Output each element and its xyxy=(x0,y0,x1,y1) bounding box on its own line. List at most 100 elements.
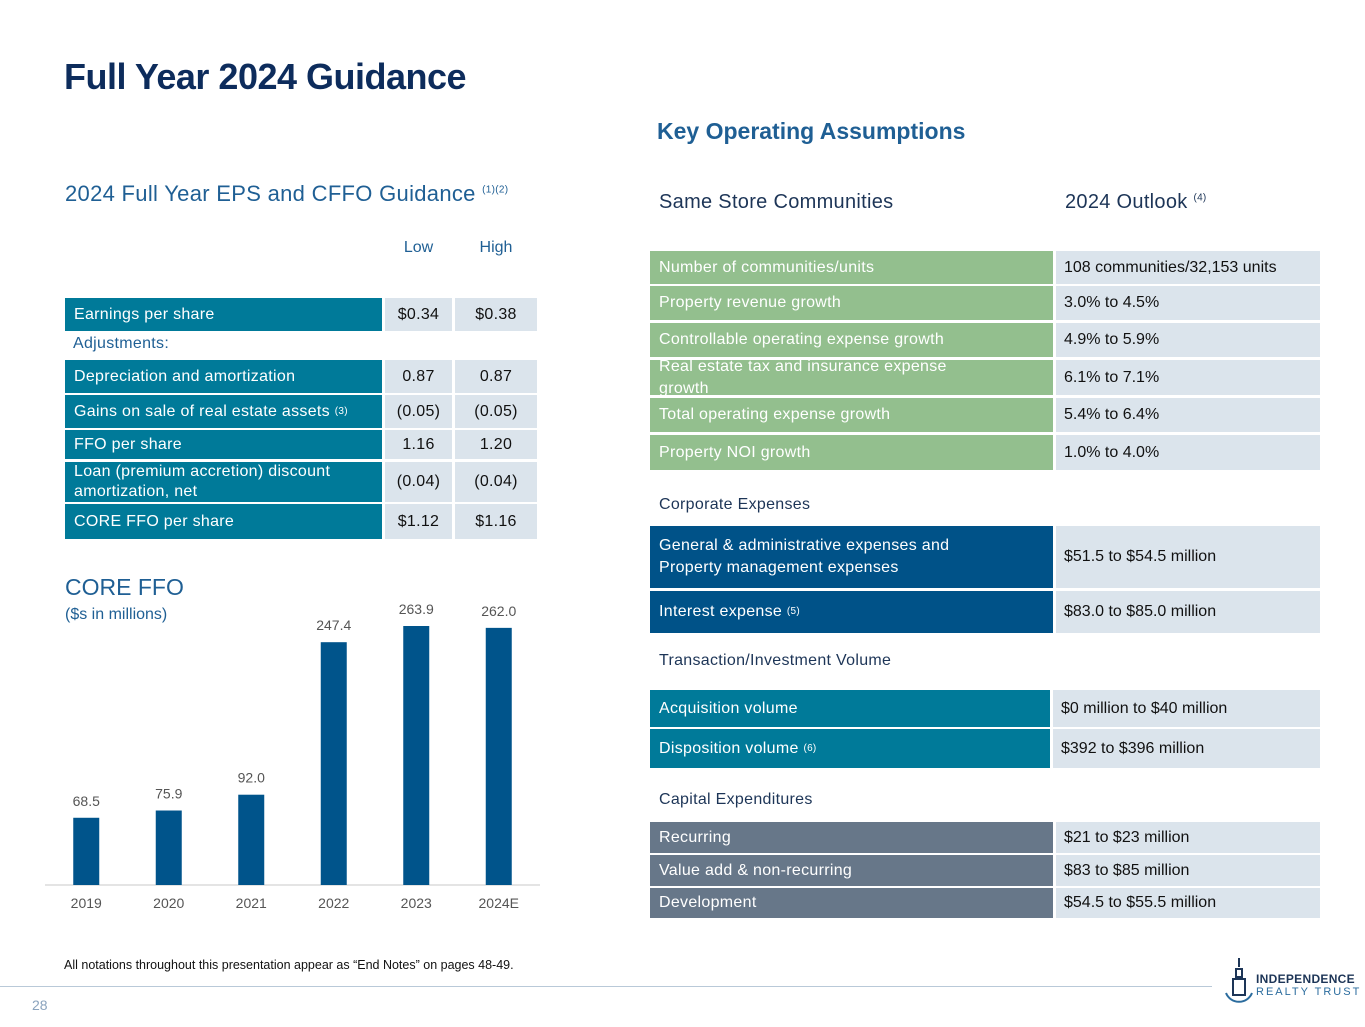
row-value: 3.0% to 4.5% xyxy=(1056,286,1320,320)
row-value: $0 million to $40 million xyxy=(1053,690,1320,727)
row-note: (3) xyxy=(334,405,348,417)
footer-rule xyxy=(0,986,1212,987)
row-label: Property NOI growth xyxy=(650,435,1053,470)
x-tick-label: 2019 xyxy=(71,895,102,911)
low-value: (0.04) xyxy=(385,462,452,502)
eps-heading-text: 2024 Full Year EPS and CFFO Guidance xyxy=(65,181,476,206)
row-label: Gains on sale of real estate assets (3) xyxy=(65,395,382,428)
row-label-text: Depreciation and amortization xyxy=(74,367,296,385)
row-label: General & administrative expenses and Pr… xyxy=(650,526,1053,588)
row-label-text: Loan (premium accretion) discount amorti… xyxy=(74,463,331,500)
row-label: Value add & non-recurring xyxy=(650,855,1053,886)
section-heading: Transaction/Investment Volume xyxy=(659,652,892,669)
value-label: 263.9 xyxy=(399,601,434,617)
row-label: Total operating expense growth xyxy=(650,398,1053,432)
bar xyxy=(320,642,347,885)
col1-header: Same Store Communities xyxy=(659,191,894,213)
row-label: Disposition volume (6) xyxy=(650,729,1050,768)
col2-header-note: (4) xyxy=(1193,192,1207,204)
x-tick-label: 2024E xyxy=(479,895,519,911)
row-label-text: Disposition volume xyxy=(659,739,799,757)
value-label: 75.9 xyxy=(155,786,182,802)
row-value: $54.5 to $55.5 million xyxy=(1056,888,1320,918)
col-header: High xyxy=(479,239,513,256)
x-tick-label: 2020 xyxy=(153,895,184,911)
bar xyxy=(485,627,512,885)
high-value: (0.04) xyxy=(455,462,537,502)
row-label: Real estate tax and insurance expense gr… xyxy=(650,358,1053,397)
chart-subtitle: ($s in millions) xyxy=(65,606,168,623)
col2-header-text: 2024 Outlook xyxy=(1065,191,1188,213)
row-label-text: Acquisition volume xyxy=(659,699,798,717)
low-value: (0.05) xyxy=(385,395,452,428)
row-label: CORE FFO per share xyxy=(65,504,382,539)
row-label-text: Interest expense xyxy=(659,603,783,620)
row-value: $51.5 to $54.5 million xyxy=(1056,526,1320,588)
high-value: 0.87 xyxy=(455,360,537,393)
logo-mark xyxy=(1225,958,1253,1003)
row-value: $21 to $23 million xyxy=(1056,822,1320,853)
section-heading: Capital Expenditures xyxy=(659,791,813,808)
page-number: 28 xyxy=(32,997,48,1013)
col-header: Low xyxy=(403,239,434,256)
row-value: $83.0 to $85.0 million xyxy=(1056,591,1320,633)
low-value: $1.12 xyxy=(385,504,452,539)
bar xyxy=(73,817,100,885)
row-label-text: FFO per share xyxy=(74,435,182,453)
row-label: Number of communities/units xyxy=(650,251,1053,284)
row-value: 6.1% to 7.1% xyxy=(1056,360,1320,395)
value-label: 92.0 xyxy=(238,770,265,786)
row-label: Recurring xyxy=(650,822,1053,853)
eps-heading: 2024 Full Year EPS and CFFO Guidance (1)… xyxy=(65,181,508,207)
row-label-text: Number of communities/units xyxy=(659,258,875,276)
slide-title: Full Year 2024 Guidance xyxy=(64,56,467,97)
value-label: 262.0 xyxy=(481,603,516,619)
value-label: 68.5 xyxy=(73,793,100,809)
row-label-text: General & administrative expenses and Pr… xyxy=(659,537,950,576)
row-label-text: Development xyxy=(659,894,757,911)
row-label-text: Real estate tax and insurance expense gr… xyxy=(659,357,947,397)
row-label-text: Property NOI growth xyxy=(659,443,811,461)
row-label: Acquisition volume xyxy=(650,690,1050,727)
row-label: FFO per share xyxy=(65,430,382,459)
chart-title: CORE FFO xyxy=(65,574,184,600)
row-value: 5.4% to 6.4% xyxy=(1056,398,1320,432)
adjustments-label: Adjustments: xyxy=(73,335,170,352)
row-value: 4.9% to 5.9% xyxy=(1056,323,1320,357)
bar xyxy=(155,810,182,885)
row-value: $392 to $396 million xyxy=(1053,729,1320,768)
row-label: Depreciation and amortization xyxy=(65,360,382,393)
row-label: Property revenue growth xyxy=(650,286,1053,320)
low-value: 0.87 xyxy=(385,360,452,393)
row-label: Earnings per share xyxy=(65,298,382,331)
x-tick-label: 2022 xyxy=(318,895,349,911)
row-label-text: Property revenue growth xyxy=(659,294,842,311)
row-value: 108 communities/32,153 units xyxy=(1056,251,1320,284)
bar xyxy=(238,794,265,885)
row-label-text: Recurring xyxy=(659,828,732,846)
row-label-text: CORE FFO per share xyxy=(74,512,235,530)
row-label: Controllable operating expense growth xyxy=(650,323,1053,357)
low-value: $0.34 xyxy=(385,298,452,331)
row-label-text: Gains on sale of real estate assets xyxy=(74,402,330,420)
logo-line2: REALTY TRUST xyxy=(1256,986,1362,998)
high-value: (0.05) xyxy=(455,395,537,428)
row-label: Loan (premium accretion) discount amorti… xyxy=(65,462,382,502)
high-value: $0.38 xyxy=(455,298,537,331)
section-heading: Corporate Expenses xyxy=(659,496,811,513)
x-tick-label: 2021 xyxy=(236,895,267,911)
eps-heading-note: (1)(2) xyxy=(482,184,509,196)
logo-line1: INDEPENDENCE xyxy=(1256,972,1355,986)
row-label-text: Controllable operating expense growth xyxy=(659,331,945,348)
row-value: $83 to $85 million xyxy=(1056,855,1320,886)
row-label: Development xyxy=(650,888,1053,918)
low-value: 1.16 xyxy=(385,430,452,459)
col2-header: 2024 Outlook (4) xyxy=(1065,191,1207,214)
row-note: (5) xyxy=(786,606,800,617)
row-label-text: Total operating expense growth xyxy=(659,406,891,423)
row-note: (6) xyxy=(803,742,817,754)
assumptions-title: Key Operating Assumptions xyxy=(657,118,966,144)
row-label: Interest expense (5) xyxy=(650,591,1053,633)
row-label-text: Value add & non-recurring xyxy=(659,861,853,879)
high-value: 1.20 xyxy=(455,430,537,459)
